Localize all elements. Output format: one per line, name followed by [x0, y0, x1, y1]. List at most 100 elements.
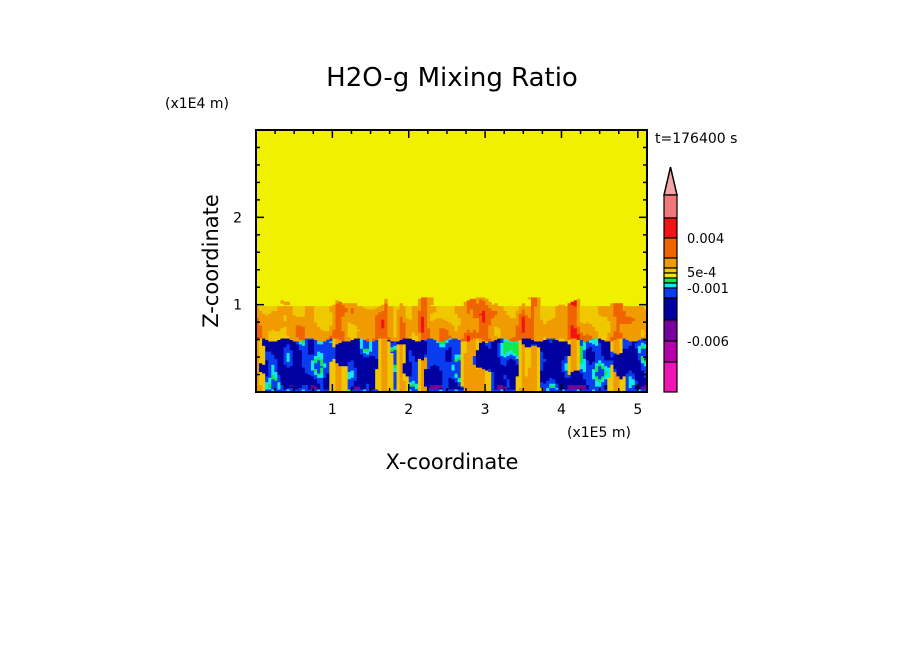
field-cell: [588, 374, 593, 377]
field-cell: [301, 373, 306, 375]
field-cell: [460, 377, 465, 380]
field-cell: [280, 343, 284, 346]
field-cell: [304, 338, 309, 340]
field-cell: [375, 367, 379, 370]
field-cell: [469, 348, 474, 351]
field-cell: [469, 389, 474, 391]
field-cell: [503, 335, 507, 338]
field-cell: [307, 373, 312, 375]
field-cell: [323, 375, 327, 378]
field-cell: [497, 371, 501, 374]
field-cell: [595, 370, 599, 373]
field-cell: [497, 341, 501, 343]
field-cell: [427, 343, 431, 346]
field-cell: [350, 339, 355, 342]
field-cell: [546, 352, 550, 355]
field-cell: [573, 339, 578, 342]
field-cell: [280, 365, 284, 368]
field-cell: [402, 351, 407, 354]
field-cell: [527, 355, 532, 358]
field-cell: [521, 358, 526, 361]
field-cell: [561, 352, 565, 355]
field-cell: [332, 342, 336, 345]
field-cell: [518, 371, 523, 374]
field-cell: [585, 342, 590, 345]
field-cell: [567, 335, 572, 338]
field-cell: [307, 345, 312, 348]
field-cell: [549, 346, 553, 349]
field-cell: [640, 341, 645, 343]
field-cell: [347, 362, 352, 365]
field-cell: [524, 352, 529, 355]
field-cell: [518, 386, 523, 389]
field-cell: [558, 348, 562, 351]
field-cell: [610, 386, 614, 389]
field-cell: [454, 348, 458, 351]
field-cell: [283, 335, 287, 338]
field-cell: [640, 378, 645, 381]
field-cell: [372, 383, 376, 386]
field-cell: [640, 336, 645, 339]
field-cell: [582, 358, 587, 361]
field-cell: [323, 346, 327, 349]
field-cell: [301, 367, 306, 370]
field-cell: [286, 362, 290, 365]
field-cell: [365, 378, 370, 381]
field-cell: [314, 367, 318, 370]
field-cell: [607, 378, 611, 381]
field-cell: [472, 389, 477, 391]
field-cell: [405, 387, 410, 390]
field-cell: [463, 359, 468, 362]
field-cell: [356, 361, 361, 364]
field-cell: [613, 338, 617, 340]
field-cell: [463, 341, 468, 343]
field-cell: [631, 374, 636, 377]
field-cell: [414, 378, 419, 381]
field-cell: [411, 378, 416, 381]
field-cell: [338, 335, 342, 338]
field-cell: [613, 371, 617, 374]
field-cell: [503, 377, 507, 380]
field-cell: [399, 374, 404, 377]
field-cell: [512, 354, 517, 357]
field-cell: [265, 339, 269, 342]
field-cell: [515, 371, 520, 374]
field-cell: [411, 375, 416, 378]
field-cell: [451, 377, 455, 380]
field-cell: [549, 358, 553, 361]
field-cell: [469, 349, 474, 352]
field-cell: [506, 381, 510, 384]
field-cell: [506, 362, 510, 365]
field-cell: [601, 357, 605, 359]
field-cell: [558, 378, 562, 381]
field-cell: [628, 383, 633, 386]
field-cell: [341, 368, 345, 371]
field-cell: [445, 341, 449, 343]
field-cell: [503, 375, 507, 378]
field-cell: [576, 367, 581, 370]
field-cell: [634, 336, 639, 339]
field-cell: [543, 355, 547, 358]
field-cell: [307, 371, 312, 374]
field-cell: [314, 351, 318, 354]
field-cell: [310, 384, 315, 387]
field-cell: [561, 373, 565, 375]
field-cell: [475, 339, 480, 342]
field-cell: [271, 341, 275, 343]
field-cell: [381, 371, 385, 374]
field-cell: [607, 357, 611, 359]
field-cell: [454, 345, 458, 348]
field-cell: [552, 364, 556, 367]
field-cell: [329, 343, 333, 346]
field-cell: [527, 345, 532, 348]
field-cell: [256, 361, 260, 364]
field-cell: [265, 354, 269, 357]
field-cell: [518, 343, 523, 346]
field-cell: [469, 355, 474, 358]
field-cell: [503, 345, 507, 348]
field-cell: [307, 377, 312, 380]
field-cell: [448, 336, 452, 339]
field-cell: [445, 371, 449, 374]
field-cell: [332, 364, 336, 367]
field-cell: [262, 349, 266, 352]
